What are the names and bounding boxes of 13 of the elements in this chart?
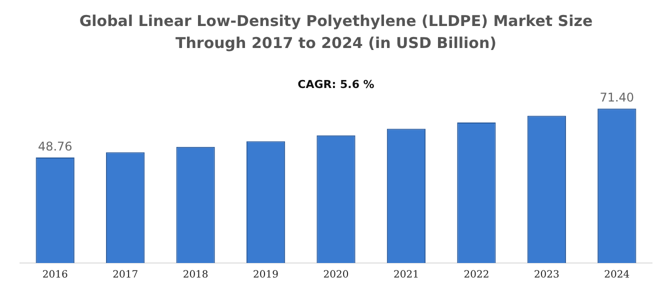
x-tick-label: 2024 xyxy=(604,270,630,281)
x-tick-label: 2019 xyxy=(253,270,279,281)
data-label: 48.76 xyxy=(38,140,72,154)
x-tick-label: 2020 xyxy=(323,270,349,281)
text: CAGR: 5.6 % xyxy=(296,78,376,91)
x-tick-label: 2016 xyxy=(42,270,68,281)
x-tick-label: 2018 xyxy=(182,270,208,281)
x-tick-label: 2023 xyxy=(534,270,560,281)
data-label: 71.40 xyxy=(600,90,634,105)
chart-title: Global Linear Low-Density Polyethylene (LLDPE) Market Size Through 2017 to 2024 (in USD Billion) xyxy=(78,11,594,54)
x-tick-label: 2022 xyxy=(464,270,490,281)
x-tick-label: 2017 xyxy=(112,270,138,281)
x-tick-label: 2021 xyxy=(393,270,419,281)
